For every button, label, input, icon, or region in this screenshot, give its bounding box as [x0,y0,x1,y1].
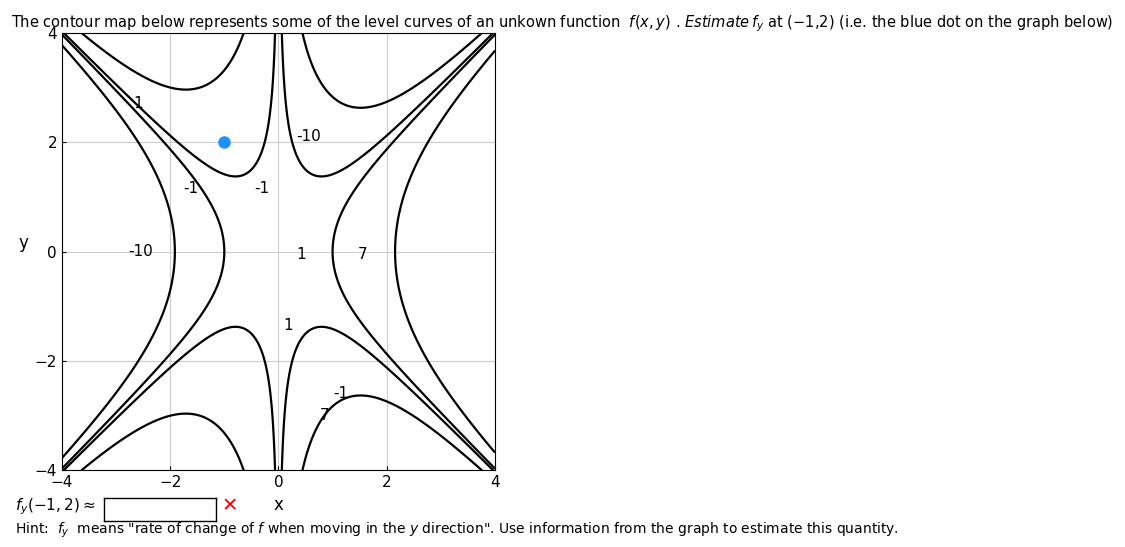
Text: -10: -10 [296,129,321,144]
Text: $f_y(-1,2){\approx}$: $f_y(-1,2){\approx}$ [15,497,95,517]
Text: 7: 7 [358,247,367,262]
Text: 1: 1 [296,247,306,262]
Text: -1: -1 [254,181,270,196]
X-axis label: x: x [273,496,284,514]
Y-axis label: y: y [19,234,28,252]
Text: 7: 7 [319,408,330,423]
Text: -10: -10 [128,244,153,259]
Text: -1: -1 [333,386,349,401]
Text: ✕: ✕ [222,497,238,516]
Text: The contour map below represents some of the level curves of an unkown function : The contour map below represents some of… [11,14,1114,34]
Text: Hint:  $f_y$  means "rate of change of $f$ when moving in the $y$ direction". Us: Hint: $f_y$ means "rate of change of $f$… [15,521,899,540]
Text: 1: 1 [133,96,143,112]
Text: 1: 1 [284,318,292,333]
Text: -1: -1 [183,181,198,196]
